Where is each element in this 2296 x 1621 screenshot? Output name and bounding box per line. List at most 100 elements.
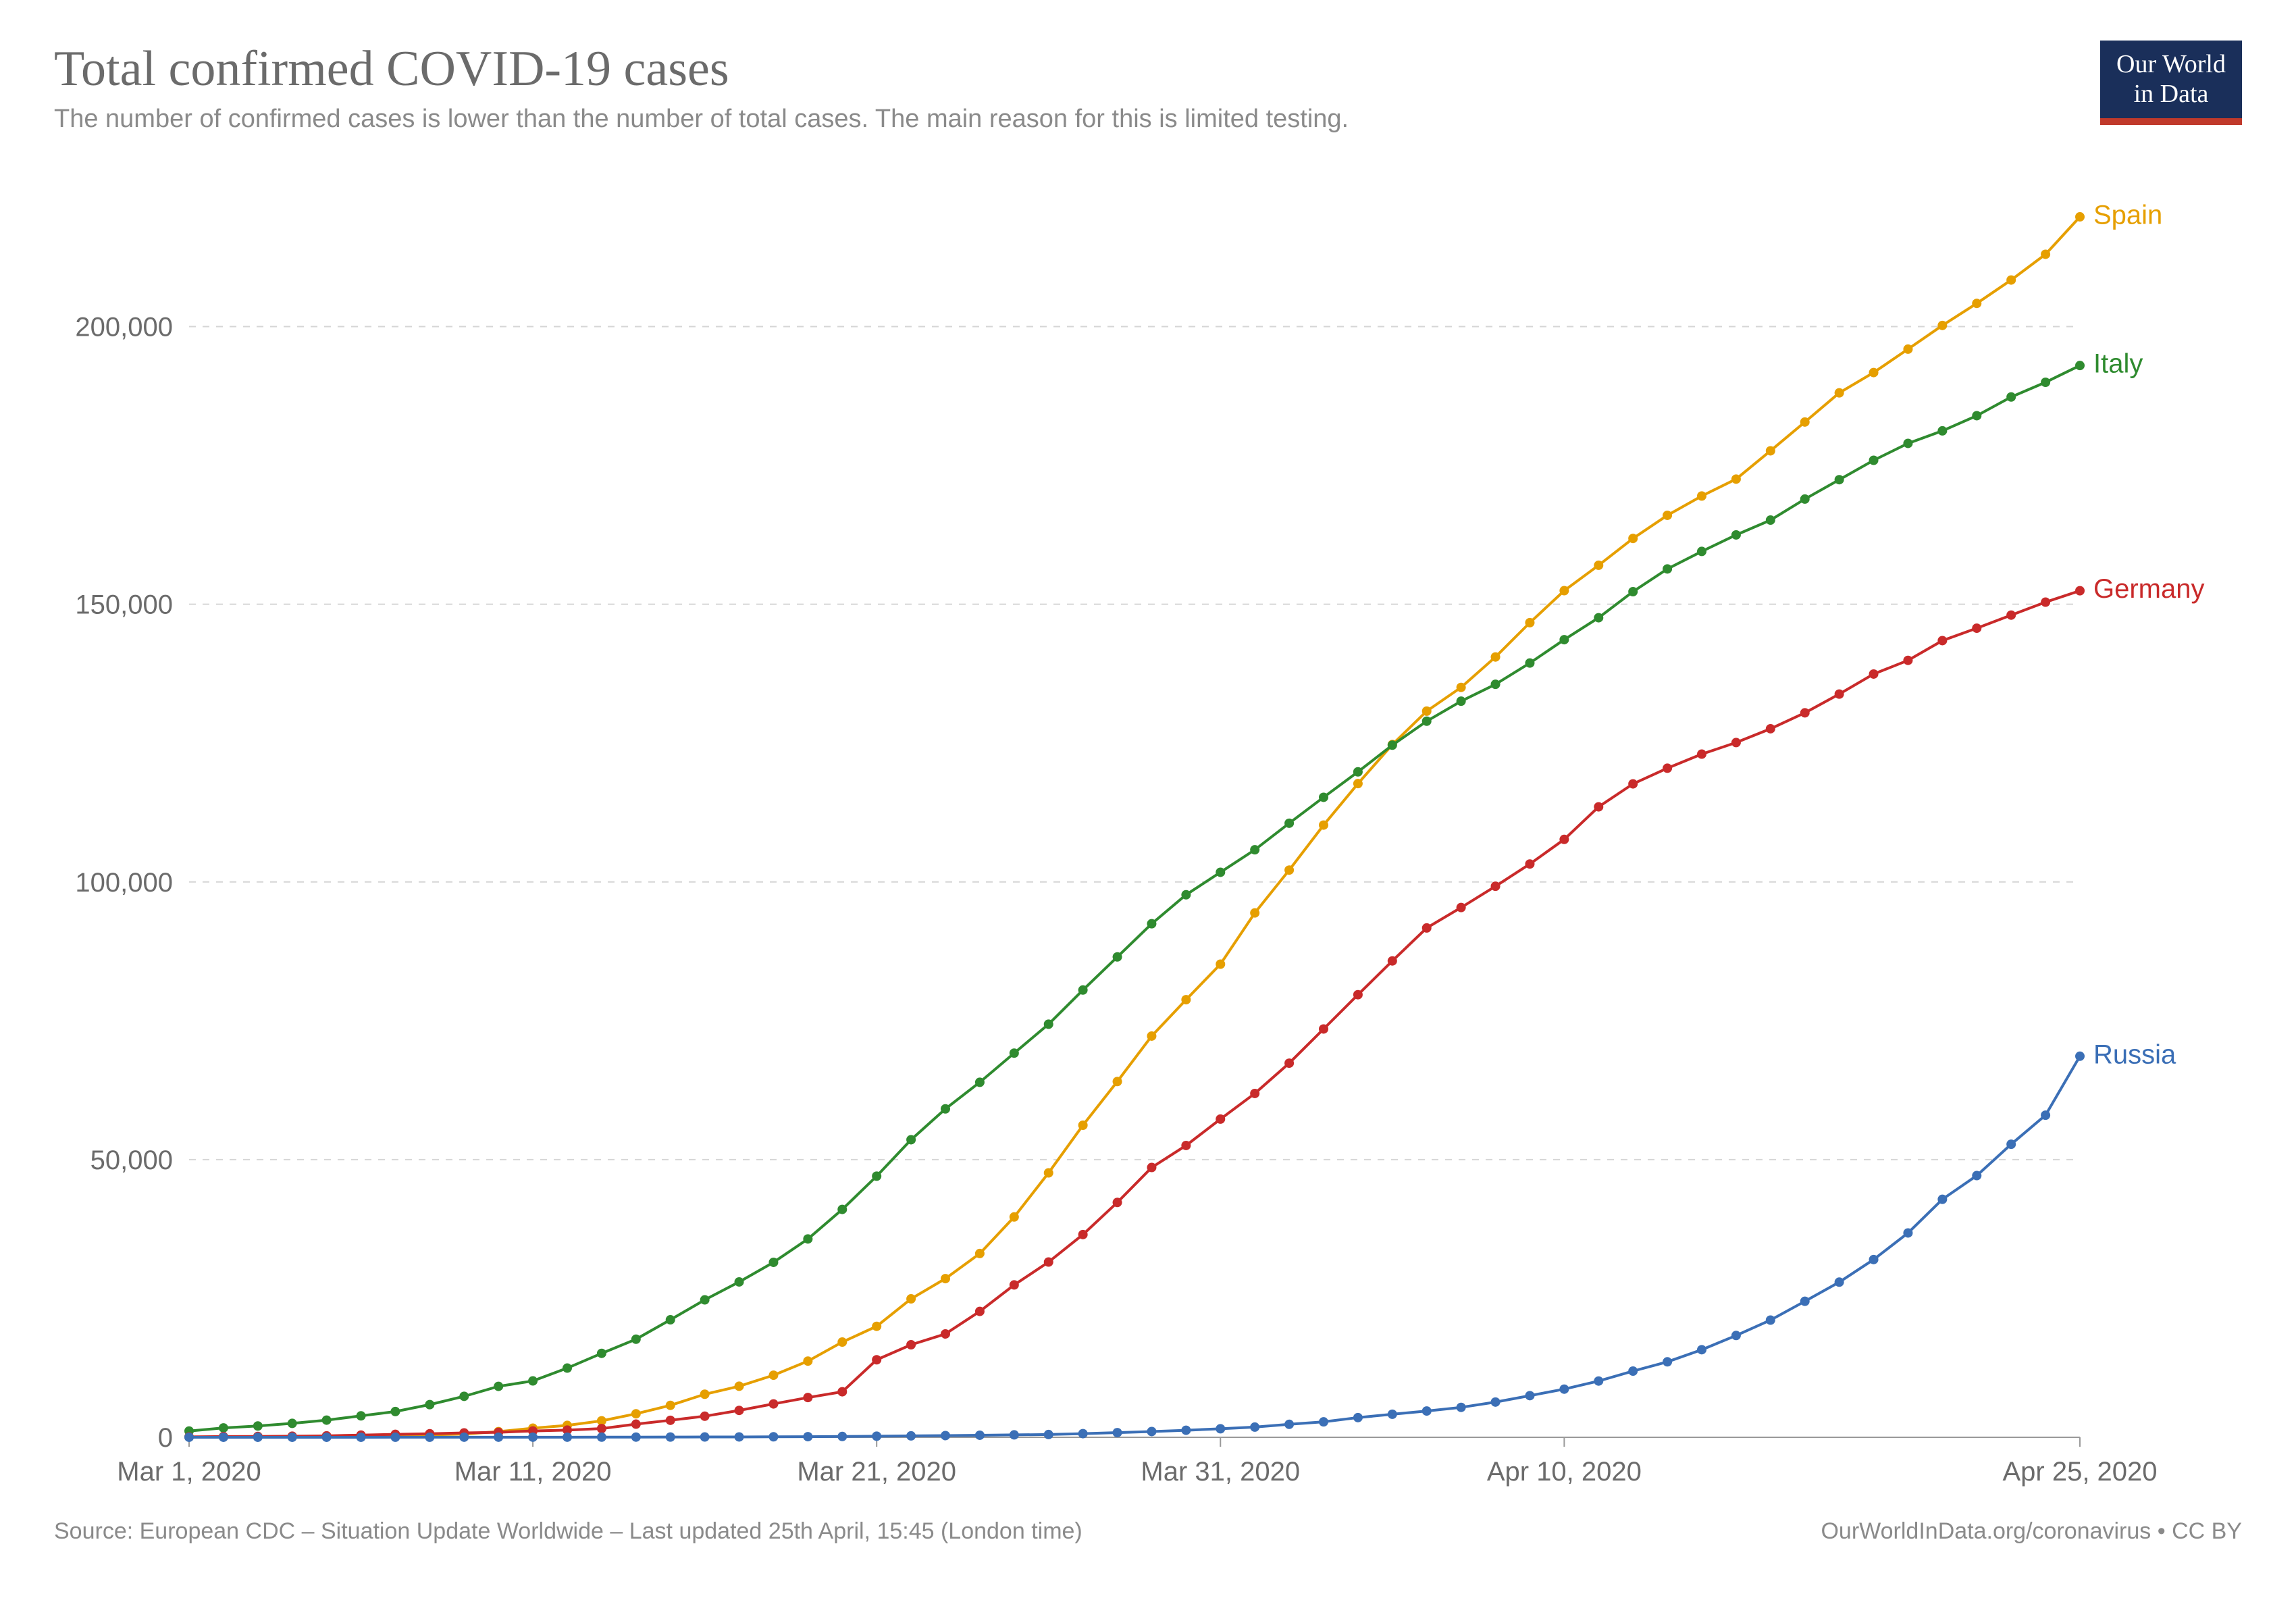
series-point <box>666 1416 675 1425</box>
series-point <box>1800 494 1810 504</box>
series-point <box>1869 456 1879 465</box>
series-point <box>837 1432 847 1441</box>
series-point <box>666 1401 675 1410</box>
chart-subtitle: The number of confirmed cases is lower t… <box>54 105 2242 134</box>
series-point <box>1457 903 1466 912</box>
series-point <box>1663 511 1672 520</box>
source-text: Source: European CDC – Situation Update … <box>54 1518 1082 1545</box>
series-point <box>1594 1376 1603 1386</box>
series-point <box>2075 361 2085 370</box>
series-point <box>1903 344 1912 354</box>
series-point <box>597 1433 606 1442</box>
series-point <box>1044 1430 1053 1439</box>
series-point <box>2041 1110 2050 1120</box>
series-point <box>1147 919 1156 929</box>
series-point <box>1353 990 1363 1000</box>
series-point <box>357 1411 366 1420</box>
series-point <box>1937 321 1947 330</box>
series-point <box>1422 706 1432 716</box>
series-point <box>1044 1168 1053 1178</box>
x-tick-label: Mar 1, 2020 <box>117 1457 261 1487</box>
series-point <box>1216 1424 1225 1433</box>
series-point <box>666 1433 675 1442</box>
series-point <box>357 1433 366 1442</box>
series-point <box>1319 1417 1328 1426</box>
series-point <box>1457 696 1466 706</box>
series-point <box>1216 867 1225 877</box>
series-point <box>700 1433 710 1442</box>
series-point <box>1766 724 1775 734</box>
series-point <box>1147 1426 1156 1436</box>
series-point <box>1525 859 1534 869</box>
series-point <box>768 1399 778 1409</box>
series-point <box>872 1322 881 1331</box>
series-point <box>700 1295 710 1305</box>
series-point <box>872 1431 881 1441</box>
series-point <box>1078 985 1088 995</box>
series-point <box>1216 1114 1225 1124</box>
x-tick-label: Apr 10, 2020 <box>1487 1457 1642 1487</box>
series-point <box>1353 767 1363 777</box>
series-point <box>1216 960 1225 969</box>
y-tick-label: 0 <box>158 1423 173 1453</box>
series-point <box>1319 792 1328 802</box>
series-label-germany: Germany <box>2093 574 2205 604</box>
series-point <box>253 1421 263 1431</box>
series-point <box>1697 750 1706 759</box>
series-point <box>1903 1228 1912 1237</box>
series-point <box>1250 1089 1259 1098</box>
series-point <box>563 1433 572 1442</box>
x-tick-label: Mar 31, 2020 <box>1141 1457 1300 1487</box>
series-line-spain <box>189 217 2080 1437</box>
series-point <box>390 1433 400 1442</box>
series-point <box>1835 1277 1844 1287</box>
series-point <box>2075 586 2085 596</box>
series-point <box>1181 995 1191 1004</box>
series-point <box>2041 378 2050 387</box>
series-point <box>837 1337 847 1347</box>
series-point <box>1663 1357 1672 1366</box>
series-point <box>1903 438 1912 448</box>
series-point <box>975 1307 985 1316</box>
series-point <box>872 1171 881 1181</box>
series-point <box>906 1431 916 1441</box>
series-point <box>1319 821 1328 830</box>
series-point <box>1663 564 1672 573</box>
series-point <box>1044 1019 1053 1029</box>
series-point <box>1284 819 1294 828</box>
series-point <box>2075 212 2085 222</box>
series-point <box>1697 491 1706 500</box>
series-point <box>1869 368 1879 378</box>
series-point <box>1078 1429 1088 1439</box>
series-point <box>1697 1345 1706 1354</box>
series-point <box>1113 952 1122 962</box>
series-point <box>2006 611 2016 620</box>
series-point <box>1731 530 1741 540</box>
series-point <box>1388 740 1397 750</box>
series-point <box>1113 1428 1122 1437</box>
series-point <box>2041 249 2050 259</box>
series-point <box>1422 1406 1432 1416</box>
chart-area: 050,000100,000150,000200,000Mar 1, 2020M… <box>54 161 2242 1512</box>
series-point <box>1869 669 1879 679</box>
series-point <box>494 1433 503 1442</box>
series-point <box>803 1356 812 1366</box>
series-label-spain: Spain <box>2093 201 2162 230</box>
series-line-russia <box>189 1056 2080 1437</box>
series-point <box>1972 623 1981 633</box>
series-point <box>459 1391 469 1401</box>
series-point <box>768 1370 778 1380</box>
series-point <box>1250 908 1259 918</box>
series-point <box>1422 923 1432 933</box>
series-point <box>1766 446 1775 455</box>
series-point <box>322 1433 332 1442</box>
series-point <box>1835 475 1844 484</box>
series-point <box>1284 1420 1294 1429</box>
series-point <box>735 1406 744 1415</box>
series-point <box>1628 587 1638 596</box>
series-point <box>322 1416 332 1425</box>
series-point <box>1559 1385 1569 1394</box>
series-point <box>975 1249 985 1258</box>
series-point <box>1937 426 1947 436</box>
series-point <box>1457 683 1466 692</box>
